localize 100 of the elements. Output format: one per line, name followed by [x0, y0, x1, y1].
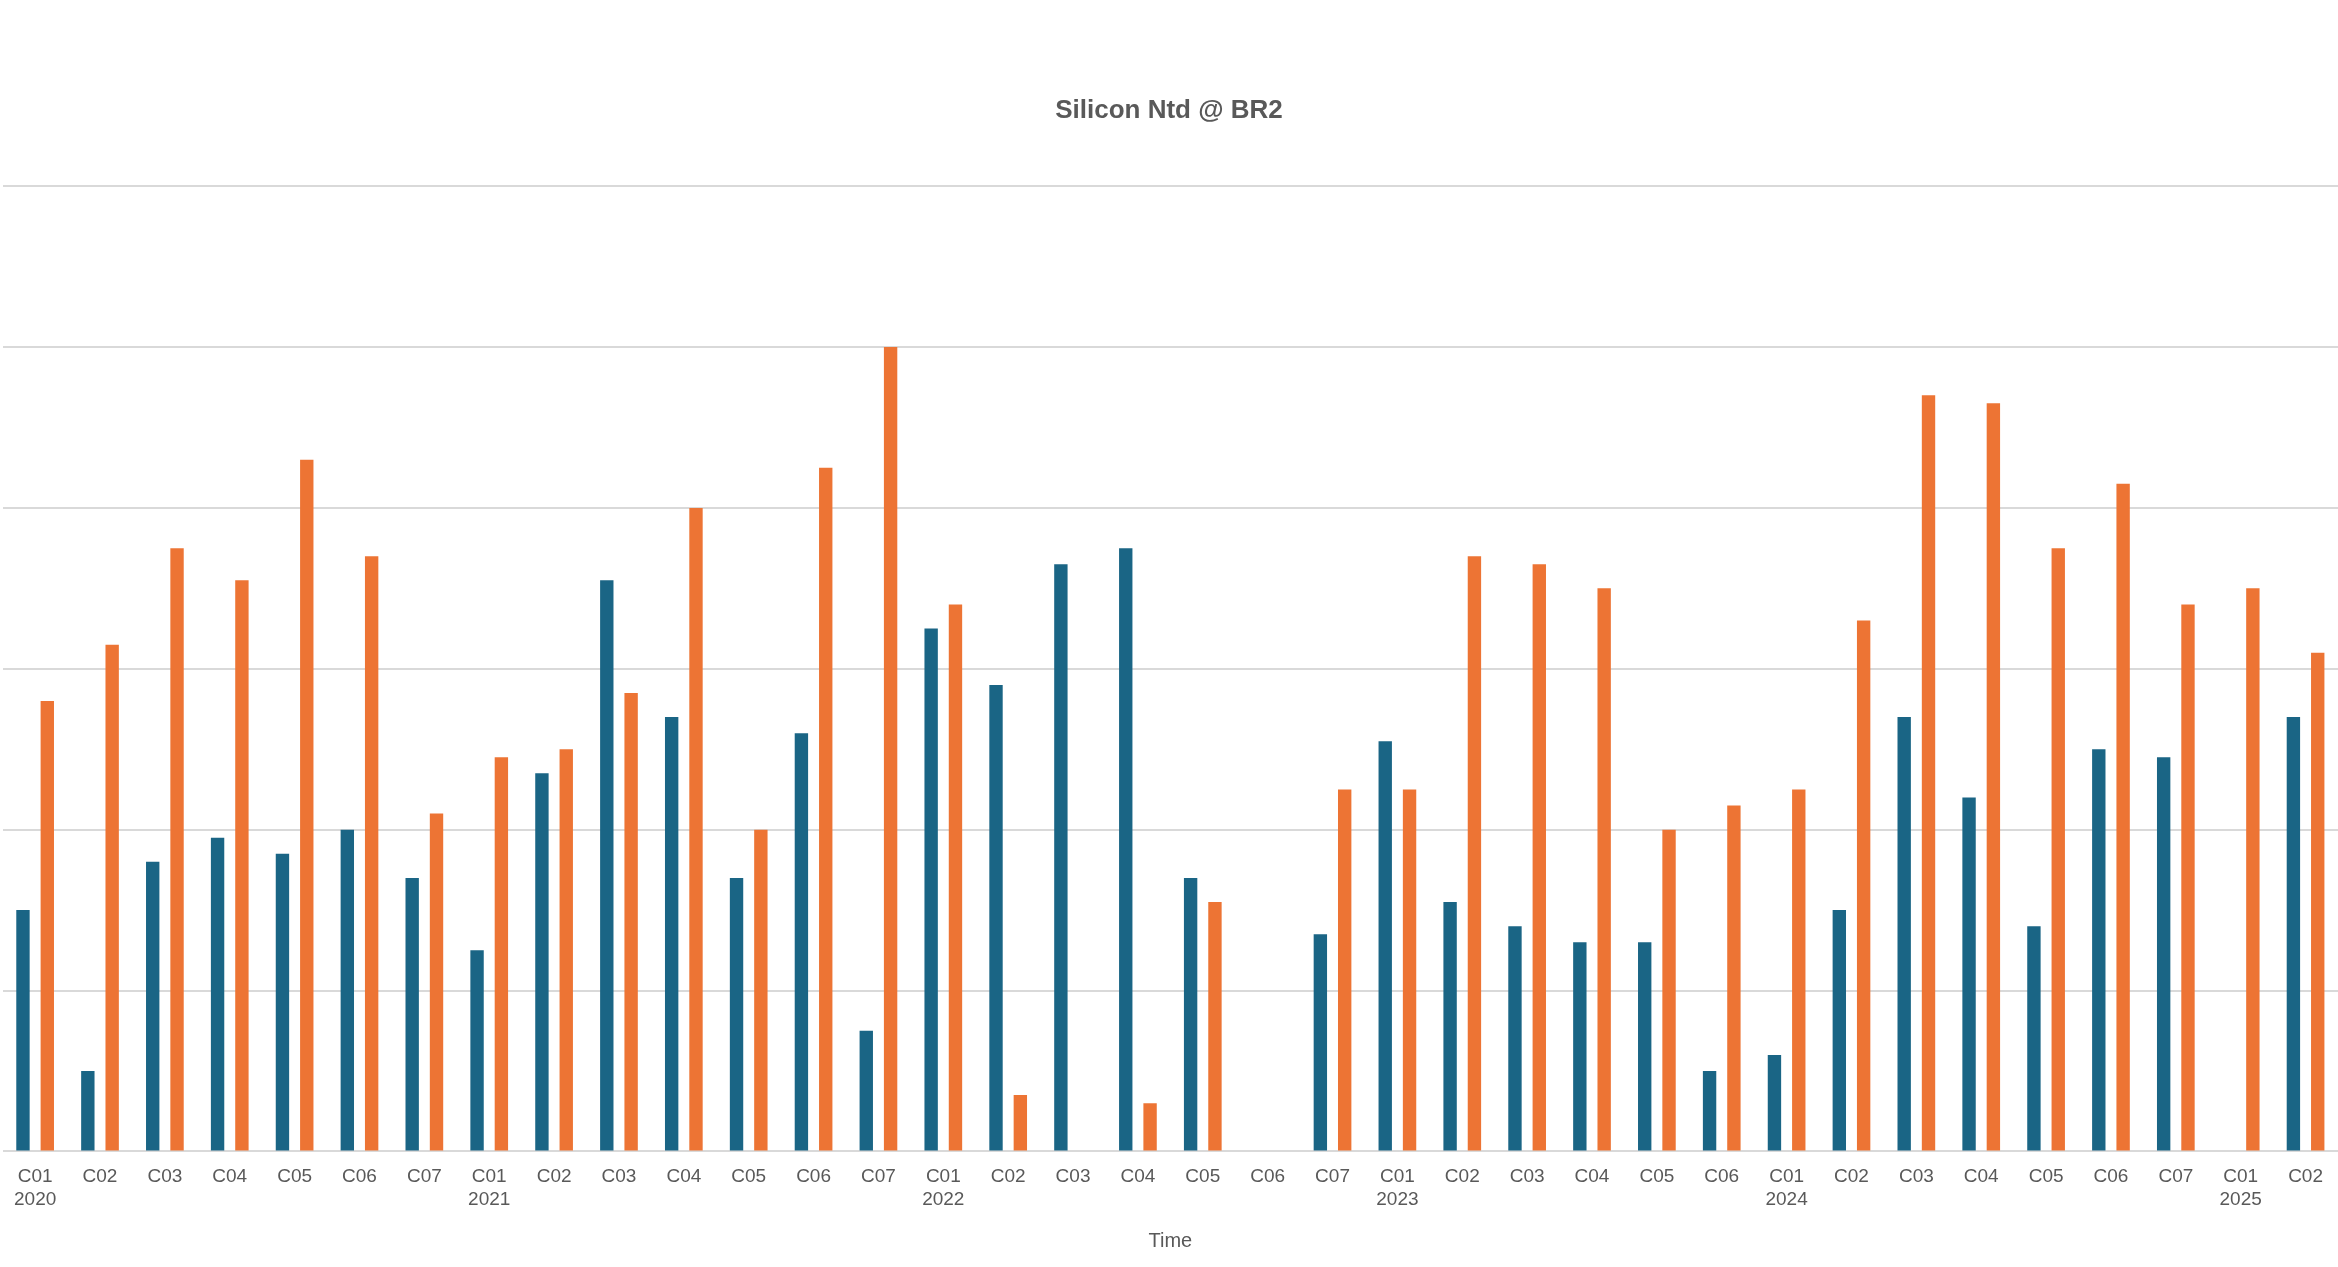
bar	[1443, 902, 1457, 1151]
bar	[2311, 652, 2325, 1151]
bar	[470, 950, 484, 1151]
bar	[624, 692, 638, 1151]
x-tick-label: C07	[1315, 1165, 1350, 1187]
x-tick-label: C05	[731, 1165, 767, 1187]
bar	[1662, 829, 1676, 1151]
x-tick-label: C05	[1639, 1165, 1675, 1187]
x-tick-label: C05	[277, 1165, 313, 1187]
bar	[729, 877, 744, 1151]
bar	[1402, 789, 1417, 1151]
bar	[1702, 1070, 1717, 1151]
x-tick-label: C06	[2093, 1165, 2129, 1187]
x-tick-label: C04	[1963, 1165, 2000, 1187]
x-tick-label: C07	[2158, 1165, 2194, 1187]
x-tick-label: C04	[212, 1165, 248, 1187]
bar	[2116, 483, 2130, 1151]
bar	[859, 1030, 873, 1151]
x-tick-label: C02	[82, 1165, 118, 1187]
bar	[2181, 604, 2195, 1151]
x-tick-label: C01 2020	[13, 1165, 57, 1209]
x-tick-label: C01 2022	[922, 1165, 965, 1209]
bar	[1208, 902, 1222, 1151]
bar	[16, 910, 30, 1151]
bar	[794, 733, 809, 1151]
bar	[535, 773, 549, 1151]
x-tick-label: C01 2023	[1376, 1165, 1419, 1209]
x-tick-label: C04	[1120, 1165, 1156, 1187]
bar	[1119, 548, 1133, 1151]
x-tick-label: C03	[1898, 1165, 1934, 1187]
x-tick-label: C02	[1834, 1165, 1869, 1187]
bar	[989, 684, 1003, 1151]
x-tick-label: C06	[1250, 1165, 1286, 1187]
chart-title: Silicon Ntd @ BR2	[1055, 93, 1283, 124]
bar	[1962, 797, 1976, 1151]
bar	[146, 861, 160, 1151]
x-tick-label: C04	[1574, 1165, 1610, 1187]
bar	[275, 853, 290, 1151]
bar	[2286, 717, 2301, 1151]
x-tick-label: C05	[1185, 1165, 1221, 1187]
x-tick-label: C02	[990, 1165, 1026, 1187]
bar	[81, 1070, 95, 1151]
bar	[405, 877, 419, 1151]
x-tick-label: C01 2021	[468, 1165, 511, 1209]
bar	[2092, 749, 2106, 1151]
bar	[235, 580, 249, 1151]
bar	[170, 548, 184, 1151]
x-tick-label: C01 2024	[1765, 1165, 1809, 1209]
bar	[429, 813, 444, 1151]
bar	[948, 604, 963, 1151]
x-tick-label: C03	[1509, 1165, 1545, 1187]
bar	[883, 347, 898, 1151]
bar	[1921, 395, 1936, 1151]
bar	[1832, 910, 1847, 1151]
bar	[1792, 789, 1806, 1151]
bar	[559, 749, 573, 1151]
bar	[105, 644, 119, 1151]
bar	[2246, 588, 2260, 1151]
x-tick-label: C06	[1704, 1165, 1740, 1187]
bar	[1183, 877, 1198, 1151]
bar	[494, 757, 509, 1151]
x-tick-label: C07	[861, 1165, 896, 1187]
bar	[1313, 934, 1328, 1151]
x-tick-label: C03	[1055, 1165, 1091, 1187]
x-tick-label: C03	[147, 1165, 183, 1187]
bar	[1856, 620, 1871, 1151]
bar	[1727, 805, 1741, 1151]
bar	[1767, 1054, 1782, 1151]
bar	[1338, 789, 1352, 1151]
x-tick-label: C04	[666, 1165, 702, 1187]
x-tick-label: C02	[1444, 1165, 1480, 1187]
x-axis-title: Time	[1148, 1228, 1193, 1251]
bar	[364, 556, 379, 1151]
x-tick-label: C06	[796, 1165, 831, 1187]
x-tick-label: C01 2025	[2219, 1165, 2262, 1209]
bar	[819, 467, 833, 1151]
bar	[600, 580, 614, 1151]
x-tick-label: C06	[342, 1165, 377, 1187]
x-tick-label: C02	[2288, 1165, 2323, 1187]
bar	[2051, 548, 2065, 1151]
bar	[1143, 1103, 1157, 1151]
bar	[210, 837, 225, 1151]
bar	[689, 507, 703, 1151]
bar	[1054, 564, 1068, 1151]
bar	[754, 829, 768, 1151]
bar	[1532, 564, 1546, 1151]
bar	[924, 628, 938, 1151]
x-tick-label: C02	[536, 1165, 572, 1187]
x-tick-label: C05	[2028, 1165, 2064, 1187]
x-tick-label: C07	[406, 1165, 442, 1187]
x-tick-label: C03	[601, 1165, 637, 1187]
bar	[1508, 926, 1522, 1151]
bar	[1573, 942, 1587, 1151]
bar	[2156, 757, 2171, 1151]
bar	[2027, 926, 2041, 1151]
bar	[340, 829, 355, 1151]
bar	[1467, 556, 1482, 1151]
bar	[1378, 741, 1392, 1151]
bar	[664, 717, 679, 1151]
bar	[1986, 403, 2001, 1151]
